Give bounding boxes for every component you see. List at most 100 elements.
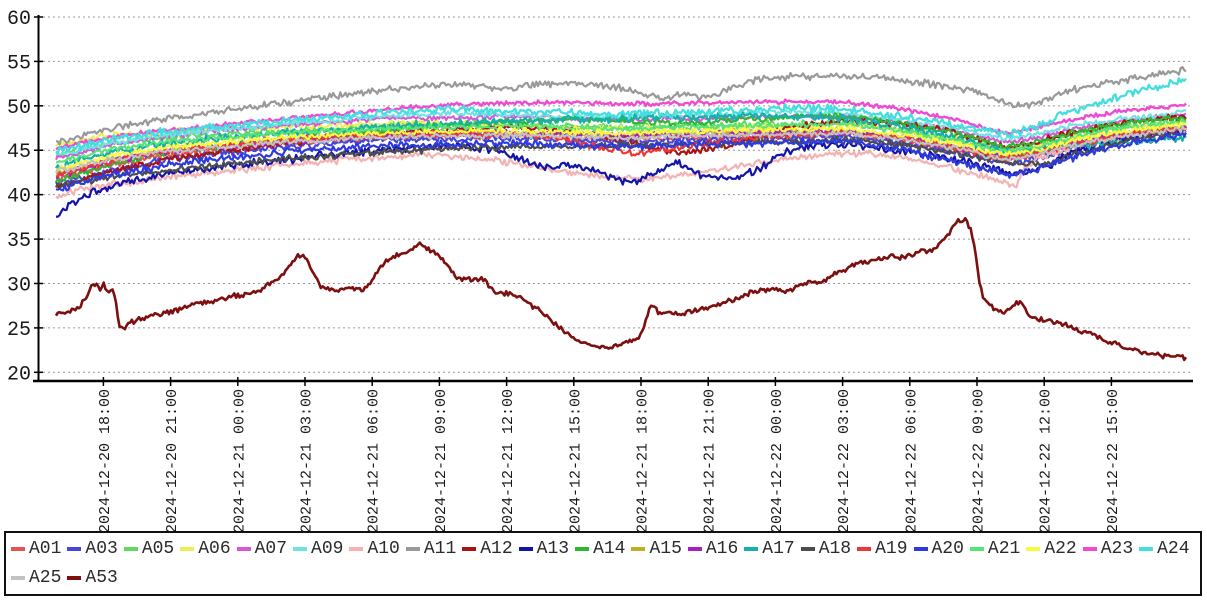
line-chart-canvas: 60 55 50 45 40 35 30 25 20 2024-12-20 18:00 2024-1… — [7, 8, 1193, 531]
legend-item-a19: A19 — [857, 535, 908, 563]
y-tick-label: 40 — [7, 186, 31, 209]
series-line-A24 — [55, 77, 1187, 155]
legend-item-a22: A22 — [1026, 535, 1077, 563]
legend-item-a06: A06 — [180, 535, 231, 563]
legend-swatch-a16 — [687, 547, 702, 552]
x-tick-label: 2024-12-22 15:00 — [1105, 389, 1122, 531]
legend-label-a05: A05 — [141, 539, 175, 560]
legend-swatch-a13 — [518, 547, 533, 552]
legend-item-a03: A03 — [67, 535, 118, 563]
legend-swatch-a10 — [349, 547, 364, 552]
legend-label-a18: A18 — [818, 539, 852, 560]
series-line-A53 — [54, 217, 1188, 362]
y-tick-label: 25 — [7, 319, 31, 342]
series-line-A22 — [55, 121, 1187, 171]
legend-item-a25: A25 — [11, 564, 61, 592]
legend-label-a07: A07 — [254, 539, 288, 560]
legend-swatch-a01 — [11, 547, 25, 552]
legend-label-a17: A17 — [762, 539, 795, 560]
legend-item-a23: A23 — [1082, 535, 1134, 563]
legend-swatch-a05 — [123, 547, 138, 552]
legend-swatch-a12 — [462, 547, 477, 552]
legend-swatch-a25 — [11, 575, 25, 580]
legend-swatch-a11 — [405, 547, 420, 552]
legend-label-a01: A01 — [29, 539, 62, 560]
legend-swatch-a21 — [969, 547, 984, 552]
legend-label-a13: A13 — [536, 539, 570, 560]
x-tick-label: 2024-12-21 06:00 — [366, 389, 383, 531]
legend-item-a09: A09 — [293, 535, 343, 563]
legend-swatch-a19 — [857, 547, 872, 552]
legend-swatch-a03 — [67, 547, 82, 552]
legend-swatch-a20 — [913, 547, 928, 552]
legend-item-a01: A01 — [11, 535, 61, 563]
x-tick-label: 2024-12-22 09:00 — [971, 389, 988, 531]
series-line-A13 — [55, 124, 1187, 218]
legend-item-a15: A15 — [631, 535, 682, 563]
legend-item-a20: A20 — [913, 535, 964, 563]
legend-item-a13: A13 — [518, 535, 570, 563]
x-tick-label: 2024-12-21 03:00 — [299, 389, 316, 531]
series-line-A20 — [55, 131, 1187, 192]
legend-item-a18: A18 — [800, 535, 852, 563]
legend-swatch-a22 — [1026, 547, 1041, 552]
legend-label-a25: A25 — [29, 567, 62, 588]
series-line-A10 — [55, 125, 1188, 199]
legend-label-a19: A19 — [875, 539, 908, 560]
legend-swatch-a14 — [575, 547, 590, 552]
chart-legend: A01 A03 A05 A06 A07 A09 A10 A11 A12 A13 A14 A15 A16 A… — [4, 531, 1202, 596]
y-tick-label: 60 — [7, 8, 31, 31]
legend-swatch-a23 — [1082, 547, 1097, 552]
legend-label-a21: A21 — [987, 539, 1021, 560]
legend-item-a21: A21 — [969, 535, 1021, 563]
y-tick-label: 20 — [7, 363, 31, 386]
legend-label-a12: A12 — [480, 539, 513, 560]
legend-item-a10: A10 — [349, 535, 400, 563]
y-tick-label: 30 — [7, 274, 31, 297]
series-line-A11 — [55, 65, 1187, 146]
series-line-A17 — [55, 111, 1187, 170]
legend-item-a11: A11 — [405, 535, 457, 563]
x-tick-label: 2024-12-20 21:00 — [164, 389, 181, 531]
legend-item-a12: A12 — [462, 535, 513, 563]
legend-item-a07: A07 — [236, 535, 288, 563]
legend-label-a10: A10 — [367, 539, 400, 560]
legend-item-a14: A14 — [575, 535, 625, 563]
series-line-A19 — [55, 125, 1187, 178]
legend-label-a14: A14 — [593, 539, 626, 560]
legend-swatch-a15 — [631, 547, 646, 552]
legend-label-a11: A11 — [423, 539, 457, 560]
legend-label-a16: A16 — [705, 539, 739, 560]
legend-label-a53: A53 — [85, 567, 118, 588]
legend-item-a17: A17 — [744, 535, 795, 563]
legend-label-a03: A03 — [85, 539, 118, 560]
x-tick-label: 2024-12-22 12:00 — [1038, 389, 1055, 531]
x-tick-label: 2024-12-21 12:00 — [500, 389, 517, 531]
legend-label-a24: A24 — [1157, 539, 1190, 560]
legend-item-a16: A16 — [687, 535, 739, 563]
legend-item-a53: A53 — [67, 564, 118, 592]
legend-swatch-a24 — [1139, 547, 1154, 552]
legend-swatch-a17 — [744, 547, 759, 552]
y-tick-label: 50 — [7, 97, 31, 120]
legend-label-a23: A23 — [1100, 539, 1134, 560]
x-tick-label: 2024-12-20 18:00 — [97, 389, 114, 531]
legend-swatch-a09 — [293, 547, 308, 552]
series-line-A25 — [55, 124, 1186, 174]
x-tick-label: 2024-12-21 15:00 — [567, 389, 584, 531]
y-tick-label: 45 — [7, 141, 31, 164]
x-tick-label: 2024-12-22 06:00 — [903, 389, 920, 531]
x-tick-label: 2024-12-21 18:00 — [635, 389, 652, 531]
legend-item-a24: A24 — [1139, 535, 1190, 563]
x-tick-label: 2024-12-21 00:00 — [231, 389, 248, 531]
y-tick-label: 55 — [7, 52, 31, 75]
legend-label-a09: A09 — [311, 539, 344, 560]
legend-label-a15: A15 — [649, 539, 682, 560]
y-tick-label: 35 — [7, 230, 31, 253]
x-tick-label: 2024-12-22 00:00 — [769, 389, 786, 531]
legend-swatch-a06 — [180, 547, 195, 552]
x-tick-label: 2024-12-21 21:00 — [702, 389, 719, 531]
legend-label-a20: A20 — [931, 539, 964, 560]
legend-swatch-a53 — [67, 575, 82, 580]
